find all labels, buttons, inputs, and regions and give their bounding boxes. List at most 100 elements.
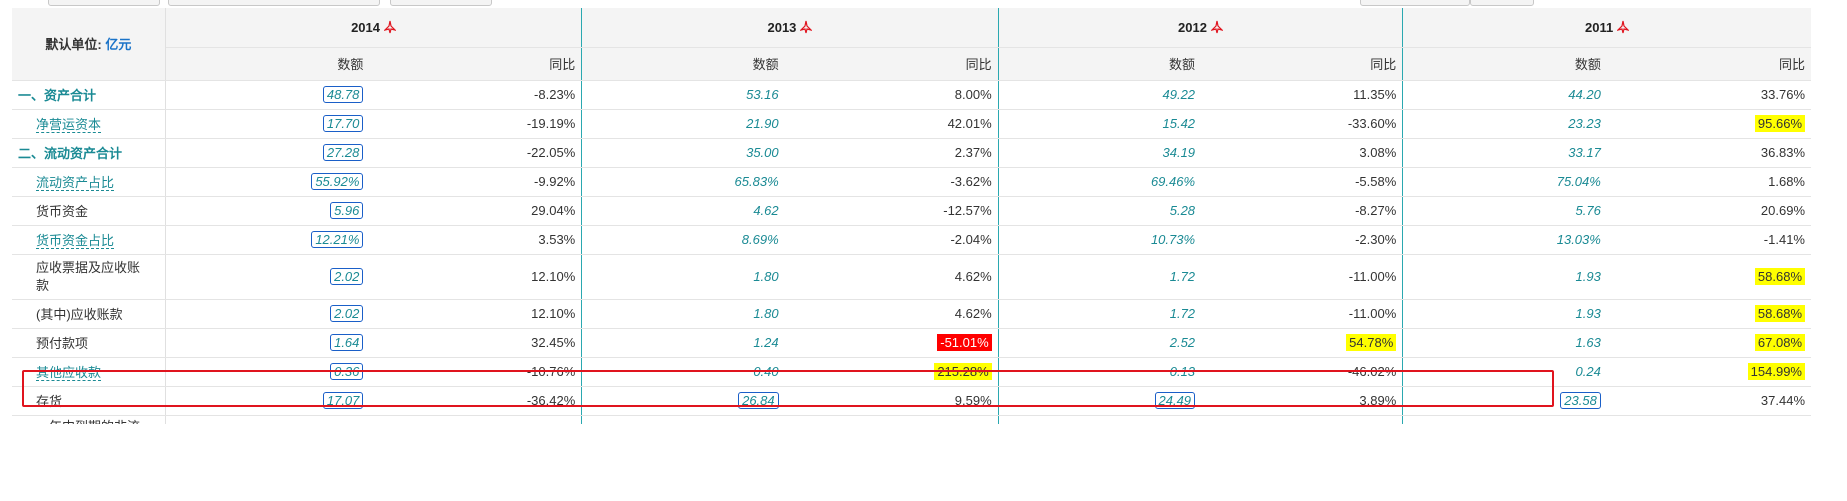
value-text[interactable]: 17.07 xyxy=(322,392,364,409)
row-label[interactable]: 货币资金占比 xyxy=(12,225,166,255)
value-text[interactable]: 8.69% xyxy=(741,232,779,247)
value-text[interactable]: 44.20 xyxy=(1568,87,1601,102)
row-label-text[interactable]: 净营运资本 xyxy=(36,117,102,133)
value-text[interactable]: 13.03% xyxy=(1556,232,1601,247)
value-text[interactable]: 4.62 xyxy=(753,203,779,218)
value-cell[interactable]: 26.84 xyxy=(581,386,785,416)
value-text[interactable]: 69.46% xyxy=(1150,174,1196,189)
value-text[interactable]: 5.96 xyxy=(330,202,364,219)
pdf-icon[interactable] xyxy=(800,20,813,34)
value-cell[interactable]: 33.17 xyxy=(1402,138,1607,168)
value-text[interactable]: 1.24 xyxy=(753,335,779,350)
value-text[interactable]: 1.80 xyxy=(753,269,779,284)
value-text[interactable]: 34.19 xyxy=(1162,145,1196,160)
row-label-text[interactable]: 流动资产占比 xyxy=(36,175,115,191)
value-text[interactable]: 35.00 xyxy=(746,145,779,160)
value-cell[interactable]: 2.52 xyxy=(997,328,1202,358)
value-cell[interactable]: 1.93 xyxy=(1402,299,1607,329)
value-text[interactable]: 2.02 xyxy=(330,305,364,322)
toolbar-button[interactable] xyxy=(1360,0,1470,6)
row-label[interactable]: 净营运资本 xyxy=(12,109,166,139)
value-text[interactable]: 65.83% xyxy=(734,174,779,189)
value-cell[interactable]: 21.90 xyxy=(581,109,785,139)
toolbar-button[interactable] xyxy=(168,0,380,6)
value-text[interactable]: 0.13 xyxy=(1169,364,1196,379)
value-text[interactable]: 17.70 xyxy=(322,115,364,132)
value-cell[interactable]: 49.22 xyxy=(997,80,1202,110)
value-cell[interactable]: 44.20 xyxy=(1402,80,1607,110)
value-text[interactable]: 2.02 xyxy=(330,268,364,285)
value-cell[interactable]: 0.36 xyxy=(165,357,370,387)
value-text[interactable]: 0.40 xyxy=(753,364,779,379)
value-cell[interactable]: 10.73% xyxy=(997,225,1202,255)
value-text[interactable]: 1.93 xyxy=(1575,306,1601,321)
row-label-text[interactable]: 其他应收款 xyxy=(36,365,102,381)
value-text[interactable]: 26.84 xyxy=(738,392,779,409)
value-text[interactable]: 5.28 xyxy=(1169,203,1196,218)
value-cell[interactable]: 1.72 xyxy=(997,254,1202,300)
value-cell[interactable]: 1.93 xyxy=(1402,254,1607,300)
value-text[interactable]: 1.64 xyxy=(330,334,364,351)
value-cell[interactable]: 75.04% xyxy=(1402,167,1607,197)
value-cell[interactable]: 23.23 xyxy=(1402,109,1607,139)
value-cell[interactable]: 23.58 xyxy=(1402,386,1607,416)
value-cell[interactable]: 1.72 xyxy=(997,299,1202,329)
value-text[interactable]: 1.72 xyxy=(1169,306,1196,321)
value-text[interactable]: 49.22 xyxy=(1162,87,1196,102)
toolbar-button[interactable] xyxy=(390,0,492,6)
value-cell[interactable]: 1.64 xyxy=(165,328,370,358)
value-text[interactable]: 27.28 xyxy=(322,144,364,161)
value-cell[interactable]: 2.02 xyxy=(165,254,370,300)
value-text[interactable]: 33.17 xyxy=(1568,145,1601,160)
value-cell[interactable]: 15.42 xyxy=(997,109,1202,139)
value-cell[interactable]: 27.28 xyxy=(165,138,370,168)
value-cell[interactable]: 53.16 xyxy=(581,80,785,110)
value-text[interactable]: 23.23 xyxy=(1568,116,1601,131)
value-cell[interactable]: 5.76 xyxy=(1402,196,1607,226)
value-cell[interactable]: 12.21% xyxy=(165,225,370,255)
row-label[interactable]: 流动资产占比 xyxy=(12,167,166,197)
value-text[interactable]: 55.92% xyxy=(311,173,364,190)
value-cell[interactable]: 17.07 xyxy=(165,386,370,416)
value-cell[interactable]: 4.62 xyxy=(581,196,785,226)
value-cell[interactable]: 48.78 xyxy=(165,80,370,110)
pdf-icon[interactable] xyxy=(384,20,396,34)
value-cell[interactable]: 13.03% xyxy=(1402,225,1607,255)
value-cell[interactable]: 1.80 xyxy=(581,254,785,300)
value-text[interactable]: 10.73% xyxy=(1150,232,1196,247)
value-text[interactable]: 21.90 xyxy=(746,116,779,131)
value-cell[interactable]: 2.02 xyxy=(165,299,370,329)
toolbar-button[interactable] xyxy=(1470,0,1534,6)
value-cell[interactable]: 0.13 xyxy=(997,357,1202,387)
value-cell[interactable]: 5.96 xyxy=(165,196,370,226)
value-cell[interactable]: 1.63 xyxy=(1402,328,1607,358)
value-text[interactable]: 2.52 xyxy=(1169,335,1196,350)
value-text[interactable]: 1.80 xyxy=(753,306,779,321)
value-cell[interactable]: 24.49 xyxy=(997,386,1202,416)
value-text[interactable]: 5.76 xyxy=(1575,203,1601,218)
value-cell[interactable]: 0.24 xyxy=(1402,357,1607,387)
value-cell[interactable]: 35.00 xyxy=(581,138,785,168)
unit-value[interactable]: 亿元 xyxy=(105,37,132,53)
value-text[interactable]: 12.21% xyxy=(311,231,364,248)
value-cell[interactable]: 1.24 xyxy=(581,328,785,358)
value-cell[interactable]: 69.46% xyxy=(997,167,1202,197)
pdf-icon[interactable] xyxy=(1210,20,1223,34)
value-cell[interactable]: 17.70 xyxy=(165,109,370,139)
value-cell[interactable]: 34.19 xyxy=(997,138,1202,168)
value-text[interactable]: 1.72 xyxy=(1169,269,1196,284)
value-text[interactable]: 75.04% xyxy=(1556,174,1601,189)
value-text[interactable]: 15.42 xyxy=(1162,116,1196,131)
value-cell[interactable]: 8.69% xyxy=(581,225,785,255)
value-cell[interactable]: 5.28 xyxy=(997,196,1202,226)
value-text[interactable]: 0.36 xyxy=(330,363,364,380)
toolbar-button[interactable] xyxy=(48,0,160,6)
value-cell[interactable]: 55.92% xyxy=(165,167,370,197)
value-text[interactable]: 1.63 xyxy=(1575,335,1601,350)
value-text[interactable]: 48.78 xyxy=(322,86,364,103)
value-text[interactable]: 1.93 xyxy=(1575,269,1601,284)
value-text[interactable]: 23.58 xyxy=(1560,392,1601,409)
value-text[interactable]: 0.24 xyxy=(1575,364,1601,379)
value-cell[interactable]: 1.80 xyxy=(581,299,785,329)
value-cell[interactable]: 65.83% xyxy=(581,167,785,197)
